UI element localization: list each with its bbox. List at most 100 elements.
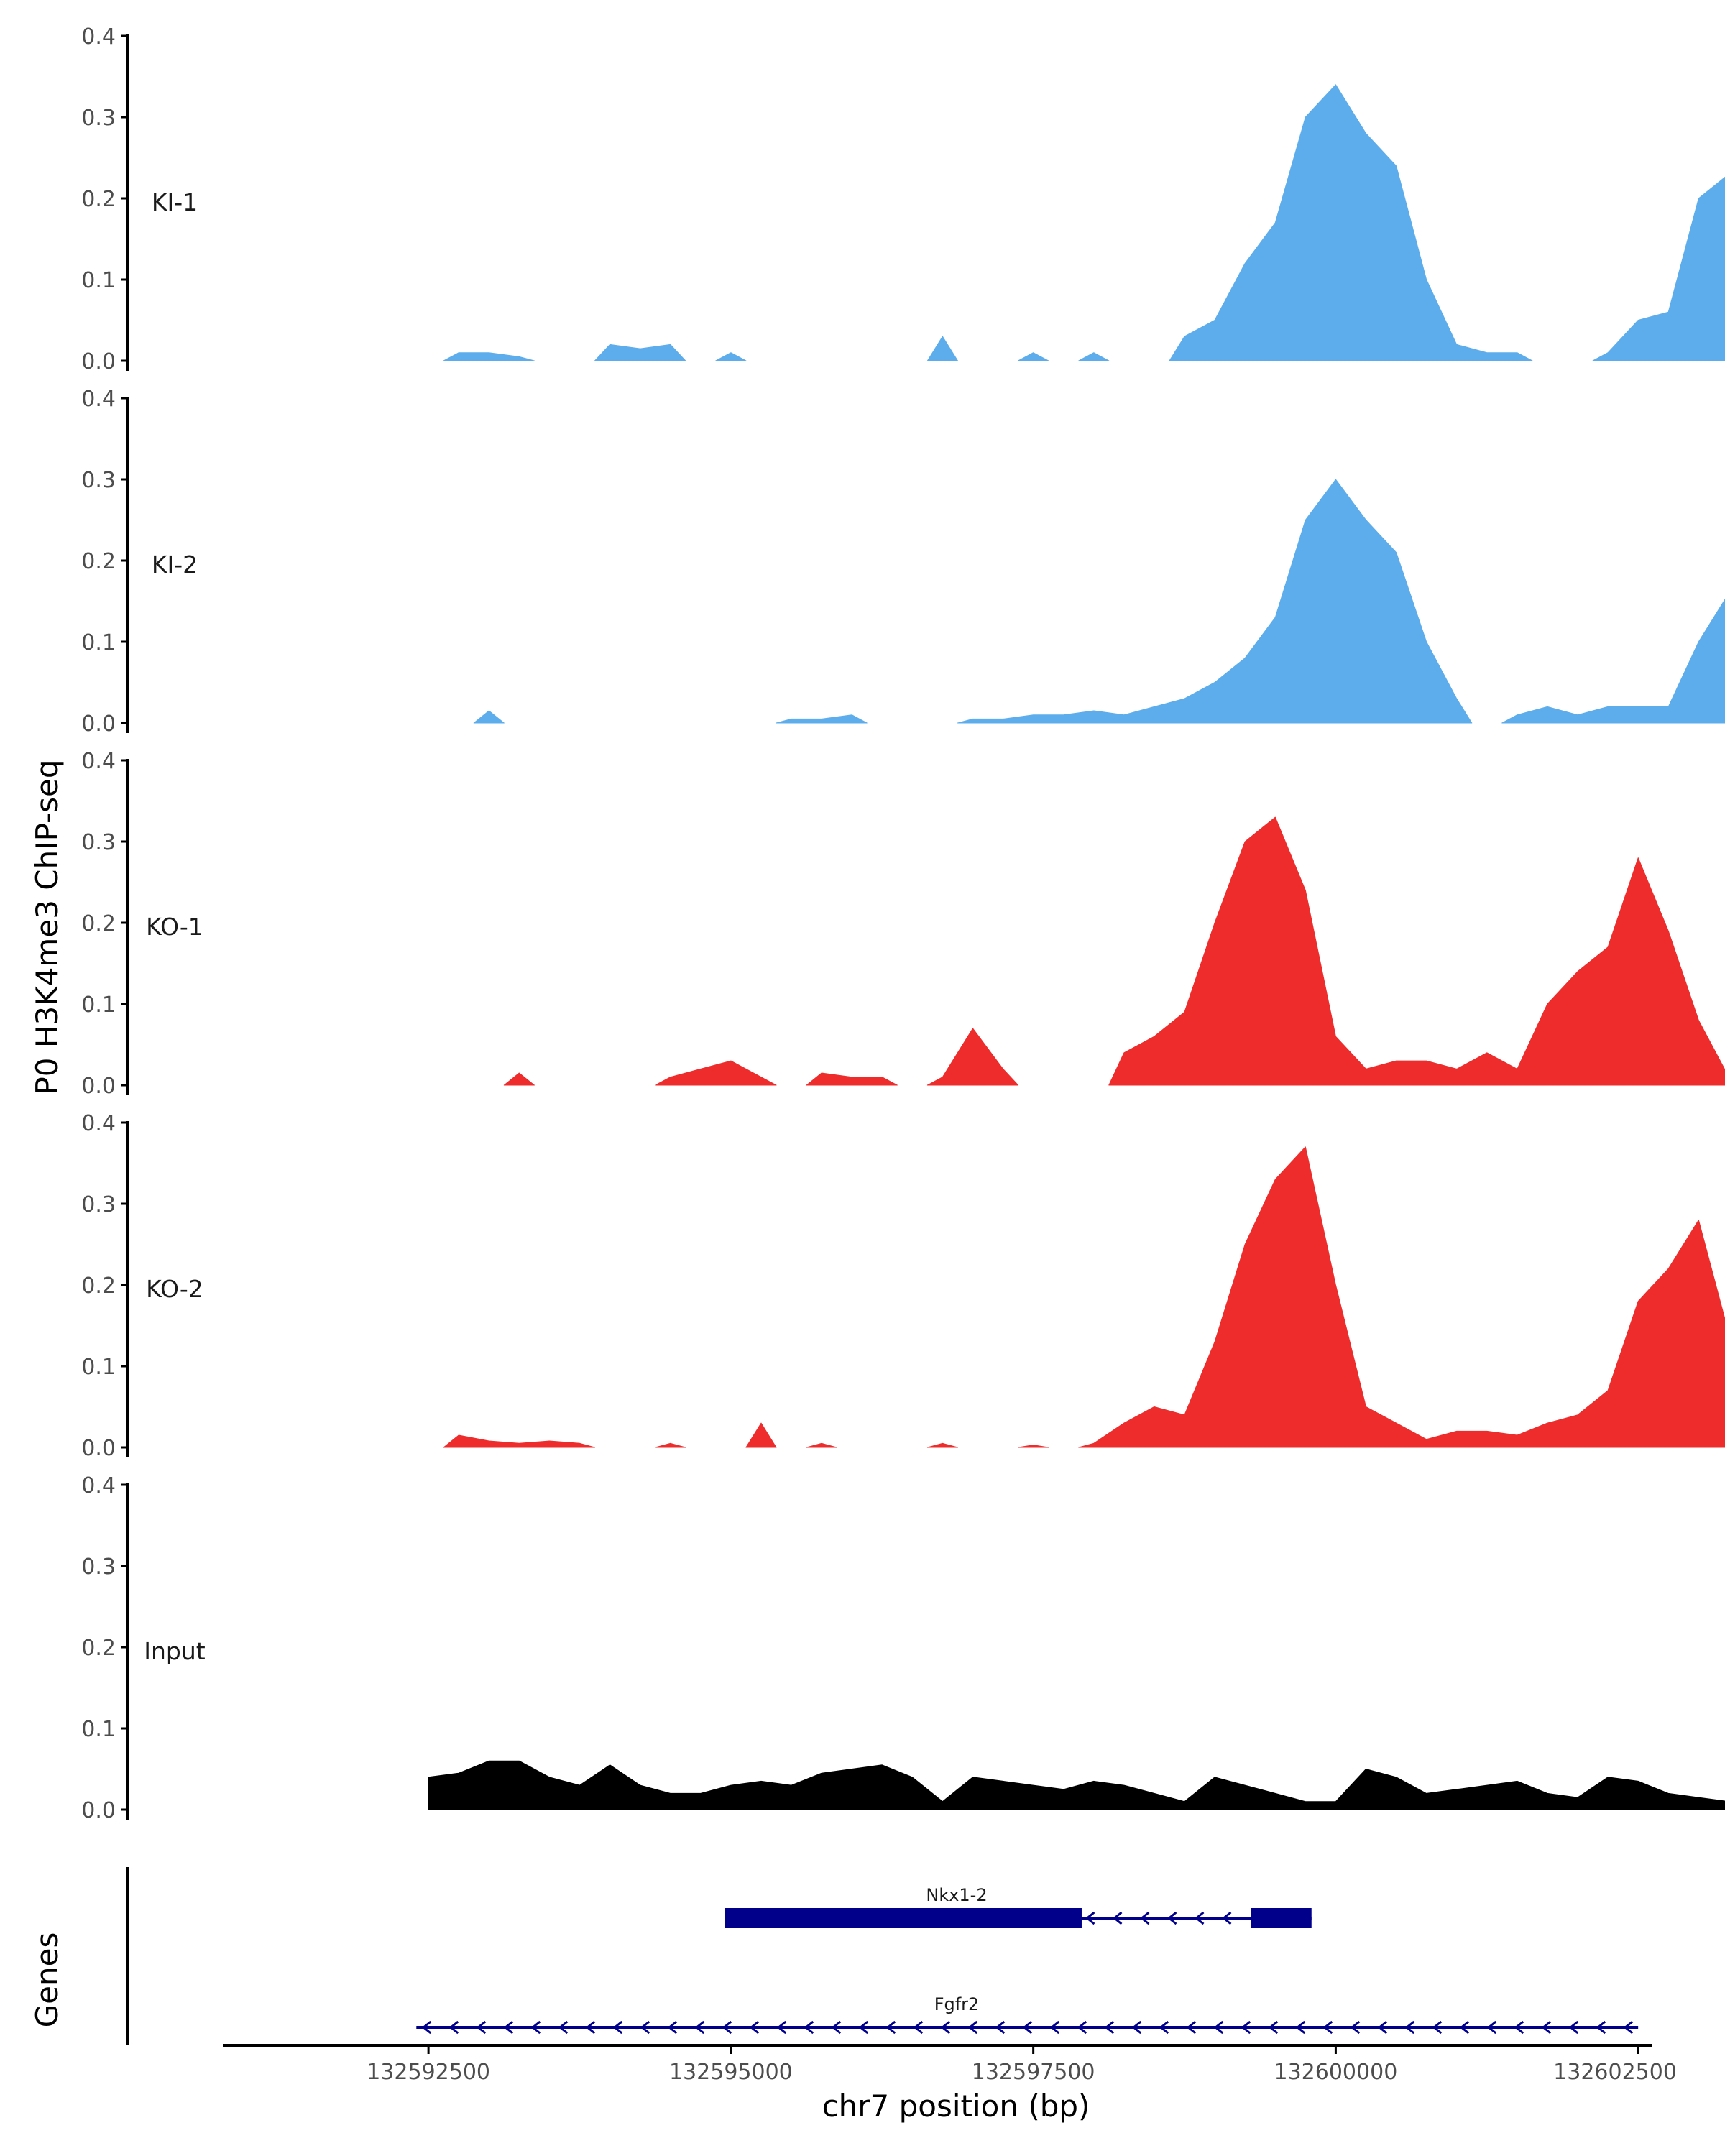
signal-area: [473, 479, 1725, 724]
y-tick-label: 0.0: [81, 1074, 116, 1099]
y-tick-label: 0.4: [81, 387, 116, 412]
strand-arrow: [1459, 2020, 1470, 2035]
strand-arrow: [1049, 2020, 1060, 2035]
signal-area: [443, 84, 1725, 361]
x-tick-label: 132592500: [367, 2060, 490, 2085]
y-tick-label: 0.1: [81, 1717, 116, 1742]
strand-arrow: [1186, 2020, 1197, 2035]
strand-arrow: [640, 2020, 650, 2035]
x-tick-label: 132602500: [1553, 2060, 1677, 2085]
strand-arrow: [1140, 1911, 1150, 1925]
track-label: KO-2: [146, 1275, 203, 1303]
strand-arrow: [1404, 2020, 1415, 2035]
track-label: Input: [144, 1637, 206, 1665]
strand-arrow: [1213, 2020, 1224, 2035]
y-tick-label: 0.0: [81, 1798, 116, 1823]
strand-arrow: [1568, 2020, 1579, 2035]
strand-arrow: [612, 2020, 623, 2035]
strand-arrow: [804, 2020, 814, 2035]
exon-block: [1251, 1908, 1312, 1928]
y-tick-label: 0.1: [81, 1355, 116, 1380]
tracks-group: 0.00.10.20.30.4KI-10.00.10.20.30.4KI-20.…: [81, 24, 1725, 1823]
exon-block: [724, 1908, 1082, 1928]
signal-area: [443, 1146, 1725, 1448]
signal-area: [503, 816, 1725, 1086]
strand-arrow: [1541, 2020, 1552, 2035]
strand-arrow: [694, 2020, 705, 2035]
strand-arrow: [1514, 2020, 1524, 2035]
signal-area: [428, 1760, 1725, 1810]
strand-arrow: [1195, 1911, 1205, 1925]
strand-arrow: [585, 2020, 596, 2035]
y-tick-label: 0.3: [81, 1554, 116, 1580]
strand-arrow: [1077, 2020, 1087, 2035]
gene-label: Nkx1-2: [926, 1885, 987, 1905]
track-label: KO-1: [146, 913, 203, 941]
strand-arrow: [749, 2020, 760, 2035]
genes-group: Nkx1-2 Fgfr2: [126, 1867, 1639, 2045]
strand-arrow: [667, 2020, 678, 2035]
strand-arrow: [476, 2020, 487, 2035]
strand-arrow: [1159, 2020, 1169, 2035]
x-axis: 132592500 132595000 132597500 132600000 1326…: [223, 2044, 1677, 2085]
strand-arrow: [1131, 2020, 1142, 2035]
track-ki-2: 0.0 0.1 0.2 0.3 0.4 KI-2: [81, 387, 1725, 737]
track-label: KI-2: [152, 550, 198, 579]
strand-arrow: [858, 2020, 869, 2035]
strand-arrow: [503, 2020, 514, 2035]
y-tick-label: 0.4: [81, 749, 116, 774]
y-tick-label: 0.2: [81, 1636, 116, 1661]
strand-arrow: [776, 2020, 787, 2035]
strand-arrow: [1486, 2020, 1497, 2035]
y-tick-label: 0.3: [81, 468, 116, 493]
strand-arrow: [421, 2020, 432, 2035]
y-tick-label: 0.1: [81, 992, 116, 1018]
strand-arrow: [1085, 1911, 1095, 1925]
gene-nkx1-2: Nkx1-2: [724, 1885, 1312, 1928]
track-input: 0.0 0.1 0.2 0.3 0.4 Input: [81, 1473, 1725, 1823]
strand-arrow: [1377, 2020, 1388, 2035]
strand-arrow: [1241, 2020, 1251, 2035]
y-tick-label: 0.0: [81, 711, 116, 737]
x-tick-label: 132595000: [669, 2060, 793, 2085]
y-tick-label: 0.3: [81, 830, 116, 855]
strand-arrow: [940, 2020, 951, 2035]
y-tick-label: 0.4: [81, 1111, 116, 1136]
gene-label: Fgfr2: [934, 1994, 980, 2014]
strand-arrow: [1268, 2020, 1279, 2035]
strand-arrow: [886, 2020, 896, 2035]
strand-arrow: [1432, 2020, 1443, 2035]
x-axis-title: chr7 position (bp): [822, 2088, 1090, 2124]
y-tick-label: 0.3: [81, 1192, 116, 1217]
y-tick-label: 0.0: [81, 349, 116, 374]
strand-arrow: [1596, 2020, 1606, 2035]
strand-arrow: [1623, 2020, 1634, 2035]
strand-arrow: [1113, 1911, 1123, 1925]
gene-fgfr2: Fgfr2: [416, 1994, 1639, 2035]
strand-arrow: [1022, 2020, 1033, 2035]
strand-arrow: [967, 2020, 978, 2035]
track-label: KI-1: [152, 188, 198, 216]
x-tick-label: 132600000: [1274, 2060, 1398, 2085]
strand-arrow: [1350, 2020, 1361, 2035]
track-ko-2: 0.0 0.1 0.2 0.3 0.4 KO-2: [81, 1111, 1725, 1461]
y-tick-label: 0.4: [81, 1473, 116, 1498]
y-tick-label: 0.4: [81, 24, 116, 50]
y-tick-label: 0.2: [81, 549, 116, 574]
y-tick-label: 0.1: [81, 268, 116, 293]
y-tick-label: 0.1: [81, 630, 116, 655]
y-tick-label: 0.0: [81, 1436, 116, 1461]
y-tick-label: 0.2: [81, 1273, 116, 1299]
strand-arrow: [1104, 2020, 1115, 2035]
y-tick-label: 0.2: [81, 911, 116, 936]
strand-arrow: [1167, 1911, 1177, 1925]
strand-arrow: [530, 2020, 541, 2035]
strand-arrow: [995, 2020, 1006, 2035]
strand-arrow: [722, 2020, 732, 2035]
genes-axis-title: Genes: [29, 1932, 65, 2028]
y-tick-label: 0.3: [81, 106, 116, 131]
track-ko-1: 0.0 0.1 0.2 0.3 0.4 KO-1: [81, 749, 1725, 1099]
y-axis-title: P0 H3K4me3 ChIP-seq: [29, 759, 65, 1095]
track-ki-1: 0.0 0.1 0.2 0.3 0.4 KI-1: [81, 24, 1725, 374]
strand-arrow: [831, 2020, 842, 2035]
